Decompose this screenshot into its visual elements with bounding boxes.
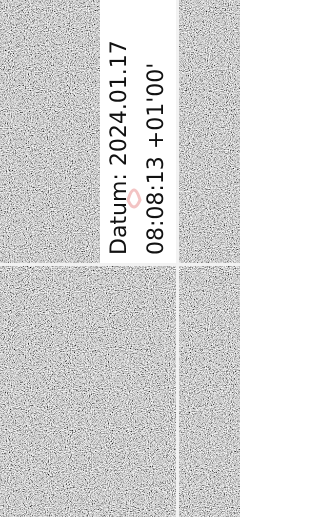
tile-gap-horizontal bbox=[0, 263, 240, 266]
stamp-date: Datum: 2024.01.17 bbox=[107, 40, 132, 255]
scan: Datum: 2024.01.17 08:08:13 +01'00' bbox=[0, 0, 240, 517]
stamp-time: 08:08:13 +01'00' bbox=[144, 63, 169, 255]
tile-gap-vertical bbox=[176, 0, 179, 517]
page: Datum: 2024.01.17 08:08:13 +01'00' bbox=[0, 0, 240, 517]
